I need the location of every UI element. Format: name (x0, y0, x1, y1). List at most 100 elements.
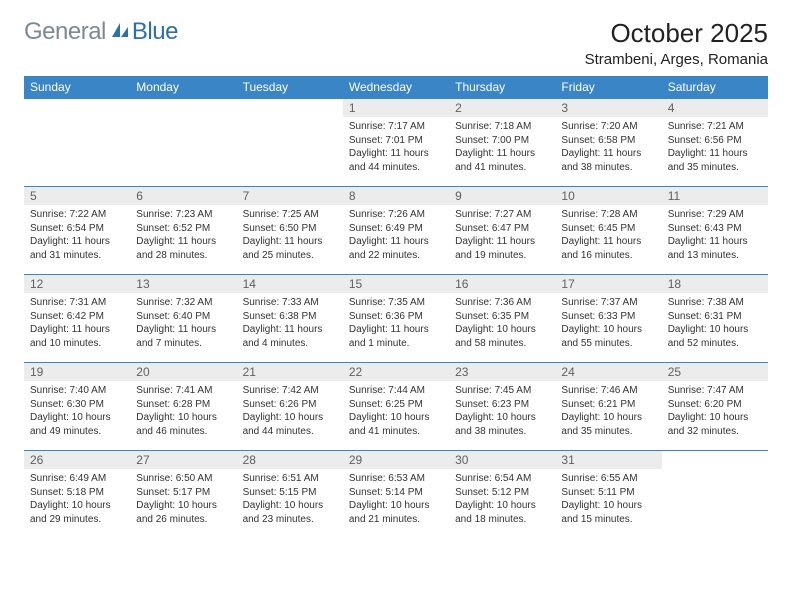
dayname-sunday: Sunday (24, 76, 130, 99)
calendar-table: SundayMondayTuesdayWednesdayThursdayFrid… (24, 76, 768, 539)
day-cell: 30Sunrise: 6:54 AMSunset: 5:12 PMDayligh… (449, 451, 555, 539)
day-cell: 31Sunrise: 6:55 AMSunset: 5:11 PMDayligh… (555, 451, 661, 539)
day-cell: 10Sunrise: 7:28 AMSunset: 6:45 PMDayligh… (555, 187, 661, 275)
day-number: 11 (662, 187, 768, 205)
dayname-saturday: Saturday (662, 76, 768, 99)
day-info: Sunrise: 6:54 AMSunset: 5:12 PMDaylight:… (449, 469, 555, 530)
day-cell (130, 99, 236, 187)
day-number: 14 (237, 275, 343, 293)
day-number: 3 (555, 99, 661, 117)
week-row: 19Sunrise: 7:40 AMSunset: 6:30 PMDayligh… (24, 363, 768, 451)
day-info: Sunrise: 6:51 AMSunset: 5:15 PMDaylight:… (237, 469, 343, 530)
day-cell: 14Sunrise: 7:33 AMSunset: 6:38 PMDayligh… (237, 275, 343, 363)
day-cell: 22Sunrise: 7:44 AMSunset: 6:25 PMDayligh… (343, 363, 449, 451)
day-info: Sunrise: 7:45 AMSunset: 6:23 PMDaylight:… (449, 381, 555, 442)
day-number: 28 (237, 451, 343, 469)
day-info: Sunrise: 7:26 AMSunset: 6:49 PMDaylight:… (343, 205, 449, 266)
day-cell: 19Sunrise: 7:40 AMSunset: 6:30 PMDayligh… (24, 363, 130, 451)
week-row: 5Sunrise: 7:22 AMSunset: 6:54 PMDaylight… (24, 187, 768, 275)
header: General Blue October 2025 Strambeni, Arg… (24, 18, 768, 68)
day-info: Sunrise: 7:18 AMSunset: 7:00 PMDaylight:… (449, 117, 555, 178)
day-cell: 29Sunrise: 6:53 AMSunset: 5:14 PMDayligh… (343, 451, 449, 539)
day-info: Sunrise: 6:53 AMSunset: 5:14 PMDaylight:… (343, 469, 449, 530)
day-info: Sunrise: 7:20 AMSunset: 6:58 PMDaylight:… (555, 117, 661, 178)
day-cell: 9Sunrise: 7:27 AMSunset: 6:47 PMDaylight… (449, 187, 555, 275)
day-cell: 12Sunrise: 7:31 AMSunset: 6:42 PMDayligh… (24, 275, 130, 363)
week-row: 12Sunrise: 7:31 AMSunset: 6:42 PMDayligh… (24, 275, 768, 363)
day-number: 6 (130, 187, 236, 205)
day-number: 27 (130, 451, 236, 469)
dayname-tuesday: Tuesday (237, 76, 343, 99)
day-number: 17 (555, 275, 661, 293)
day-info: Sunrise: 7:23 AMSunset: 6:52 PMDaylight:… (130, 205, 236, 266)
day-cell: 27Sunrise: 6:50 AMSunset: 5:17 PMDayligh… (130, 451, 236, 539)
day-info: Sunrise: 7:33 AMSunset: 6:38 PMDaylight:… (237, 293, 343, 354)
day-number: 10 (555, 187, 661, 205)
day-names-row: SundayMondayTuesdayWednesdayThursdayFrid… (24, 76, 768, 99)
day-info: Sunrise: 7:46 AMSunset: 6:21 PMDaylight:… (555, 381, 661, 442)
dayname-friday: Friday (555, 76, 661, 99)
day-cell: 24Sunrise: 7:46 AMSunset: 6:21 PMDayligh… (555, 363, 661, 451)
day-cell (662, 451, 768, 539)
day-number: 30 (449, 451, 555, 469)
day-cell: 15Sunrise: 7:35 AMSunset: 6:36 PMDayligh… (343, 275, 449, 363)
week-row: 26Sunrise: 6:49 AMSunset: 5:18 PMDayligh… (24, 451, 768, 539)
day-cell: 18Sunrise: 7:38 AMSunset: 6:31 PMDayligh… (662, 275, 768, 363)
day-cell: 6Sunrise: 7:23 AMSunset: 6:52 PMDaylight… (130, 187, 236, 275)
day-info: Sunrise: 7:36 AMSunset: 6:35 PMDaylight:… (449, 293, 555, 354)
day-cell: 2Sunrise: 7:18 AMSunset: 7:00 PMDaylight… (449, 99, 555, 187)
day-number: 22 (343, 363, 449, 381)
day-info: Sunrise: 7:40 AMSunset: 6:30 PMDaylight:… (24, 381, 130, 442)
day-cell: 23Sunrise: 7:45 AMSunset: 6:23 PMDayligh… (449, 363, 555, 451)
day-info: Sunrise: 7:27 AMSunset: 6:47 PMDaylight:… (449, 205, 555, 266)
month-title: October 2025 (585, 18, 768, 49)
day-info: Sunrise: 7:41 AMSunset: 6:28 PMDaylight:… (130, 381, 236, 442)
dayname-monday: Monday (130, 76, 236, 99)
title-block: October 2025 Strambeni, Arges, Romania (585, 18, 768, 68)
day-number: 21 (237, 363, 343, 381)
day-info: Sunrise: 7:22 AMSunset: 6:54 PMDaylight:… (24, 205, 130, 266)
day-cell: 17Sunrise: 7:37 AMSunset: 6:33 PMDayligh… (555, 275, 661, 363)
day-cell: 3Sunrise: 7:20 AMSunset: 6:58 PMDaylight… (555, 99, 661, 187)
day-number: 2 (449, 99, 555, 117)
day-number: 5 (24, 187, 130, 205)
day-info: Sunrise: 7:38 AMSunset: 6:31 PMDaylight:… (662, 293, 768, 354)
day-info: Sunrise: 7:28 AMSunset: 6:45 PMDaylight:… (555, 205, 661, 266)
day-cell: 5Sunrise: 7:22 AMSunset: 6:54 PMDaylight… (24, 187, 130, 275)
day-cell: 11Sunrise: 7:29 AMSunset: 6:43 PMDayligh… (662, 187, 768, 275)
day-number: 13 (130, 275, 236, 293)
day-number: 19 (24, 363, 130, 381)
day-number: 15 (343, 275, 449, 293)
day-cell: 4Sunrise: 7:21 AMSunset: 6:56 PMDaylight… (662, 99, 768, 187)
logo-sail-icon (110, 21, 130, 44)
day-number: 25 (662, 363, 768, 381)
day-number: 16 (449, 275, 555, 293)
location: Strambeni, Arges, Romania (585, 51, 768, 68)
day-info: Sunrise: 7:21 AMSunset: 6:56 PMDaylight:… (662, 117, 768, 178)
day-number: 9 (449, 187, 555, 205)
day-info: Sunrise: 7:32 AMSunset: 6:40 PMDaylight:… (130, 293, 236, 354)
day-cell: 28Sunrise: 6:51 AMSunset: 5:15 PMDayligh… (237, 451, 343, 539)
day-info: Sunrise: 7:42 AMSunset: 6:26 PMDaylight:… (237, 381, 343, 442)
day-number: 20 (130, 363, 236, 381)
logo: General Blue (24, 18, 178, 46)
day-info: Sunrise: 7:31 AMSunset: 6:42 PMDaylight:… (24, 293, 130, 354)
day-cell: 26Sunrise: 6:49 AMSunset: 5:18 PMDayligh… (24, 451, 130, 539)
dayname-thursday: Thursday (449, 76, 555, 99)
day-number: 31 (555, 451, 661, 469)
day-cell: 16Sunrise: 7:36 AMSunset: 6:35 PMDayligh… (449, 275, 555, 363)
day-cell: 1Sunrise: 7:17 AMSunset: 7:01 PMDaylight… (343, 99, 449, 187)
day-number: 12 (24, 275, 130, 293)
day-cell: 8Sunrise: 7:26 AMSunset: 6:49 PMDaylight… (343, 187, 449, 275)
day-number: 4 (662, 99, 768, 117)
day-info: Sunrise: 7:44 AMSunset: 6:25 PMDaylight:… (343, 381, 449, 442)
day-cell: 21Sunrise: 7:42 AMSunset: 6:26 PMDayligh… (237, 363, 343, 451)
week-row: 1Sunrise: 7:17 AMSunset: 7:01 PMDaylight… (24, 99, 768, 187)
day-number: 1 (343, 99, 449, 117)
day-number: 23 (449, 363, 555, 381)
day-info: Sunrise: 7:17 AMSunset: 7:01 PMDaylight:… (343, 117, 449, 178)
day-info: Sunrise: 7:35 AMSunset: 6:36 PMDaylight:… (343, 293, 449, 354)
logo-text-general: General (24, 18, 106, 46)
day-number: 26 (24, 451, 130, 469)
day-info: Sunrise: 7:29 AMSunset: 6:43 PMDaylight:… (662, 205, 768, 266)
